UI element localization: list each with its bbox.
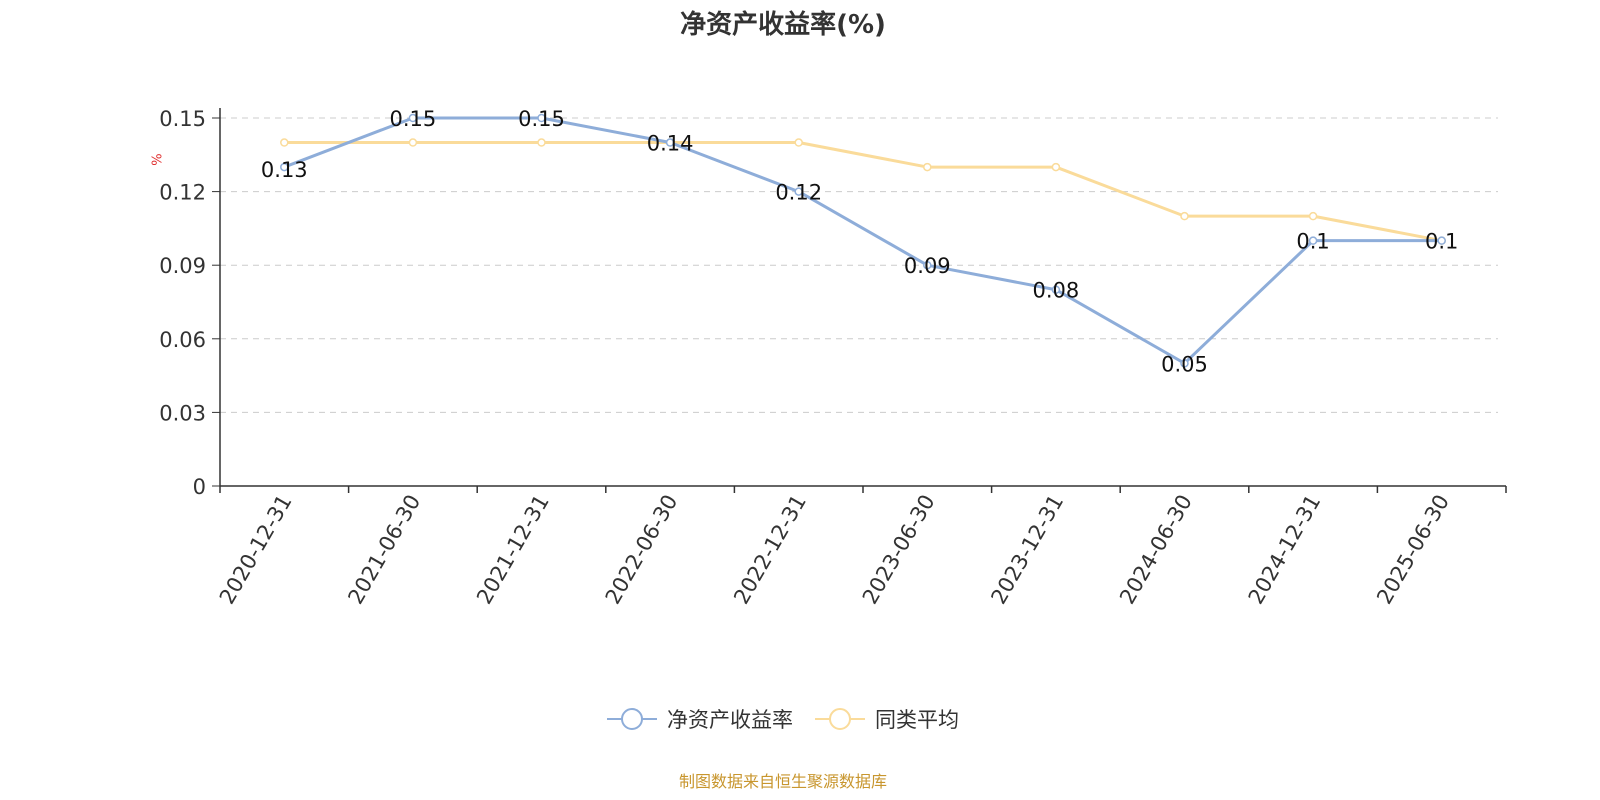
x-tick-label: 2020-12-31 [215,491,297,609]
data-label: 0.1 [1296,230,1329,254]
series-line-peer-average [284,141,1442,243]
data-point [537,138,546,147]
data-point [1437,236,1446,245]
y-tick-label: 0.06 [159,328,206,352]
y-tick-label: 0 [193,475,206,499]
series-lines [280,113,1446,368]
data-labels: 0.13 0.15 0.15 0.14 0.12 0.09 0.08 0.05 0.1 0.1 [261,107,1458,376]
x-tick-label: 2023-06-30 [858,491,940,609]
y-tick-label: 0.09 [159,254,206,278]
data-point [1308,236,1318,245]
data-point [280,162,289,172]
data-point [1180,211,1189,221]
data-label: 0.12 [775,181,822,205]
y-tick-label: 0.15 [159,107,206,131]
x-tick-label: 2023-12-31 [986,491,1068,609]
data-label: 0.05 [1161,352,1208,376]
legend-label-roe: 净资产收益率 [667,708,793,732]
axes: 0 0.03 0.06 0.09 0.12 0.15 2020-12-31 2021-06-3… [159,107,1507,609]
data-point [923,260,932,270]
data-point [794,138,803,147]
data-point [1051,285,1061,294]
y-tick-label: 0.03 [159,401,206,425]
legend-swatch-peer-average [815,708,865,730]
data-label: 0.14 [647,132,694,156]
data-source-note: 制图数据来自恒生聚源数据库 [678,772,887,791]
x-tick-label: 2021-06-30 [343,491,425,609]
data-point [1180,359,1189,368]
data-point [923,162,932,172]
legend-swatch-roe [607,708,657,730]
data-label: 0.15 [518,107,565,131]
data-point [280,138,289,147]
grid-lines [220,117,1498,413]
chart-title: 净资产收益率(%) [680,10,886,40]
x-tick-label: 2022-06-30 [601,491,683,609]
data-point [408,113,418,123]
x-tick-label: 2021-12-31 [472,491,554,609]
legend-item-peer-average[interactable]: 同类平均 [815,704,959,734]
data-point [794,187,803,196]
x-tick-label: 2024-12-31 [1244,491,1326,609]
x-tick-label: 2024-06-30 [1115,491,1197,609]
data-label: 0.09 [904,254,951,278]
data-point [408,138,418,147]
data-point [1051,162,1061,172]
data-label: 0.1 [1425,230,1458,254]
data-label: 0.13 [261,158,308,182]
data-point [665,138,675,147]
data-point [1308,211,1318,221]
y-tick-label: 0.12 [159,181,206,205]
data-label: 0.08 [1033,279,1080,303]
x-tick-label: 2025-06-30 [1372,491,1454,609]
legend-label-peer-average: 同类平均 [875,708,959,732]
data-label: 0.15 [390,107,437,131]
legend-item-roe[interactable]: 净资产收益率 [607,704,793,734]
legend: 净资产收益率 同类平均 [0,704,1566,734]
series-line-roe [283,116,1442,365]
data-point [537,113,546,123]
x-tick-label: 2022-12-31 [729,491,811,609]
